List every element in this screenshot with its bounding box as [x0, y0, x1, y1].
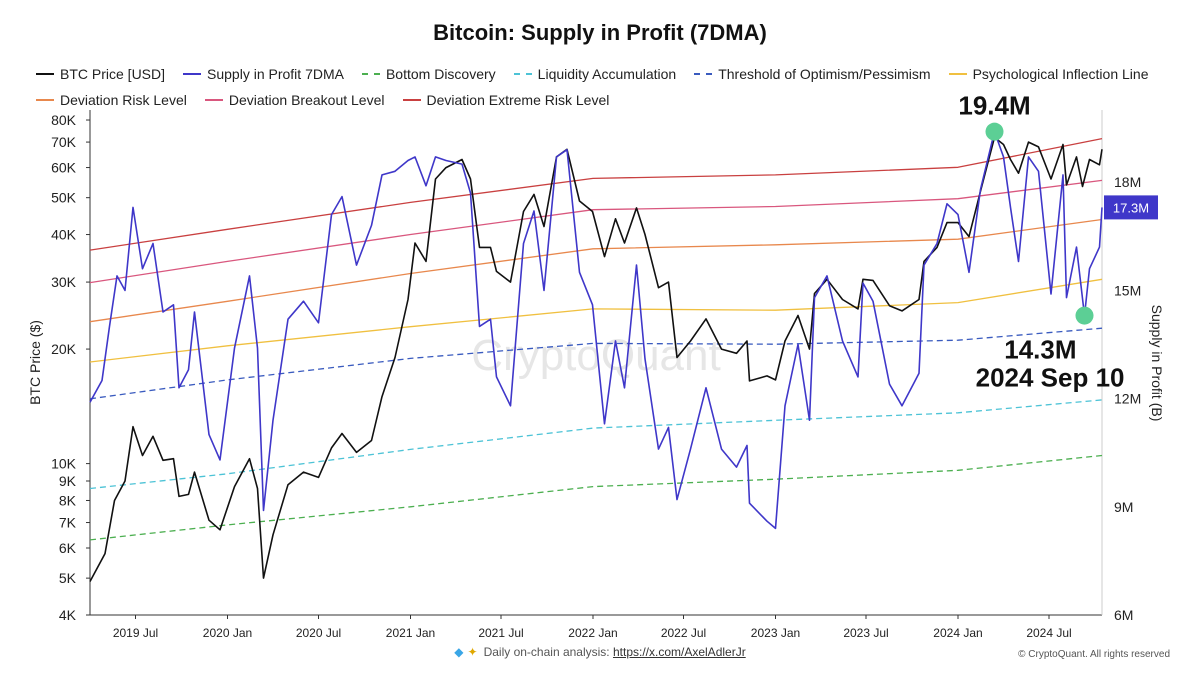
annotation-marker-high: [985, 122, 1004, 141]
legend-swatch: [402, 99, 421, 101]
series-line-deviation-risk-level: [89, 218, 1103, 323]
legend-item: Deviation Extreme Risk Level: [402, 89, 610, 111]
left-axis-tick-label: 80K: [51, 112, 77, 128]
left-axis-tick-label: 9K: [59, 473, 77, 489]
right-axis-tick-label: 12M: [1114, 391, 1141, 407]
right-axis-tick-label: 18M: [1114, 174, 1141, 190]
right-axis-tick-label: 15M: [1114, 282, 1141, 298]
legend-swatch: [361, 73, 380, 75]
x-axis-tick-label: 2020 Jul: [296, 626, 341, 640]
x-axis-tick-label: 2019 Jul: [113, 626, 158, 640]
annotation-label-low: 14.3M: [1004, 335, 1076, 365]
series-line-bottom-discovery: [89, 454, 1103, 541]
left-axis-tick-label: 70K: [51, 134, 77, 150]
left-axis-tick-label: 8K: [59, 492, 77, 508]
legend-label: Bottom Discovery: [385, 66, 496, 82]
legend-item: Liquidity Accumulation: [513, 63, 677, 85]
series-line-threshold-of-optimism-pessimism: [89, 327, 1103, 400]
legend-label: Psychological Inflection Line: [972, 66, 1149, 82]
x-axis-tick-label: 2024 Jan: [933, 626, 982, 640]
x-axis-tick-label: 2021 Jul: [478, 626, 523, 640]
left-axis-tick-label: 5K: [59, 570, 77, 586]
legend-label: Liquidity Accumulation: [537, 66, 677, 82]
legend-swatch: [204, 99, 223, 101]
legend-label: BTC Price [USD]: [60, 66, 166, 82]
right-axis-label: Supply in Profit (B): [1149, 305, 1165, 422]
right-axis-tick-label: 6M: [1114, 607, 1133, 623]
left-axis-label: BTC Price ($): [27, 320, 43, 405]
x-axis-tick-label: 2024 Jul: [1026, 626, 1071, 640]
left-axis-tick-label: 7K: [59, 515, 77, 531]
x-axis-tick-label: 2022 Jul: [661, 626, 706, 640]
raised-hands-icon: ✦: [467, 645, 478, 659]
legend-item: Supply in Profit 7DMA: [183, 63, 344, 85]
footer-note-text: Daily on-chain analysis:: [483, 645, 610, 659]
left-axis-tick-label: 10K: [51, 456, 77, 472]
legend-item: BTC Price [USD]: [36, 63, 165, 85]
diamond-icon: ◆: [454, 645, 464, 659]
series-line-supply-in-profit-7dma: [89, 130, 1103, 530]
legend-item: Deviation Breakout Level: [204, 89, 385, 111]
legend-label: Threshold of Optimism/Pessimism: [718, 66, 931, 82]
last-value-badge: [1104, 195, 1158, 220]
chart-title: Bitcoin: Supply in Profit (7DMA): [433, 20, 767, 45]
legend-item: Bottom Discovery: [361, 63, 496, 85]
x-axis-tick-label: 2022 Jan: [568, 626, 617, 640]
left-axis-tick-label: 6K: [59, 540, 77, 556]
series-line-deviation-extreme-risk-level: [89, 137, 1103, 251]
legend-swatch: [513, 73, 532, 75]
x-axis-tick-label: 2023 Jan: [751, 626, 800, 640]
chart-legend: BTC Price [USD] Supply in Profit 7DMA Bott…: [36, 59, 1186, 111]
annotation-marker-low: [1075, 306, 1094, 325]
legend-item: Psychological Inflection Line: [948, 63, 1149, 85]
copyright-text: © CryptoQuant. All rights reserved: [1018, 649, 1170, 660]
x-axis-tick-label: 2023 Jul: [843, 626, 888, 640]
left-axis-tick-label: 20K: [51, 341, 77, 357]
left-axis-tick-label: 40K: [51, 227, 77, 243]
legend-swatch: [36, 73, 54, 75]
last-value-badge-text: 17.3M: [1113, 200, 1149, 215]
left-axis-tick-label: 30K: [51, 274, 77, 290]
right-axis-tick-label: 9M: [1114, 499, 1133, 515]
left-axis-tick-label: 50K: [51, 190, 77, 206]
series-line-liquidity-accumulation: [89, 399, 1103, 490]
legend-label: Deviation Risk Level: [60, 92, 187, 108]
footer-link[interactable]: https://x.com/AxelAdlerJr: [612, 645, 746, 659]
series-line-btc-price-usd: [89, 136, 1103, 582]
legend-swatch: [183, 73, 202, 75]
legend-item: Deviation Risk Level: [36, 89, 187, 111]
annotation-label-high: 19.4M: [958, 91, 1030, 121]
series-line-deviation-breakout-level: [89, 179, 1103, 284]
footer-note: ◆ ✦ Daily on-chain analysis: https://x.com…: [0, 645, 1200, 659]
legend-label: Deviation Extreme Risk Level: [426, 92, 610, 108]
legend-label: Supply in Profit 7DMA: [207, 66, 344, 82]
legend-swatch: [694, 73, 713, 75]
legend-label: Deviation Breakout Level: [228, 92, 385, 108]
x-axis-tick-label: 2021 Jan: [386, 626, 435, 640]
legend-swatch: [948, 73, 967, 75]
left-axis-tick-label: 4K: [59, 607, 77, 623]
left-axis-tick-label: 60K: [51, 160, 77, 176]
legend-swatch: [36, 99, 54, 101]
annotation-label-low-date: 2024 Sep 10: [976, 363, 1125, 393]
legend-item: Threshold of Optimism/Pessimism: [694, 63, 931, 85]
x-axis-tick-label: 2020 Jan: [203, 626, 252, 640]
